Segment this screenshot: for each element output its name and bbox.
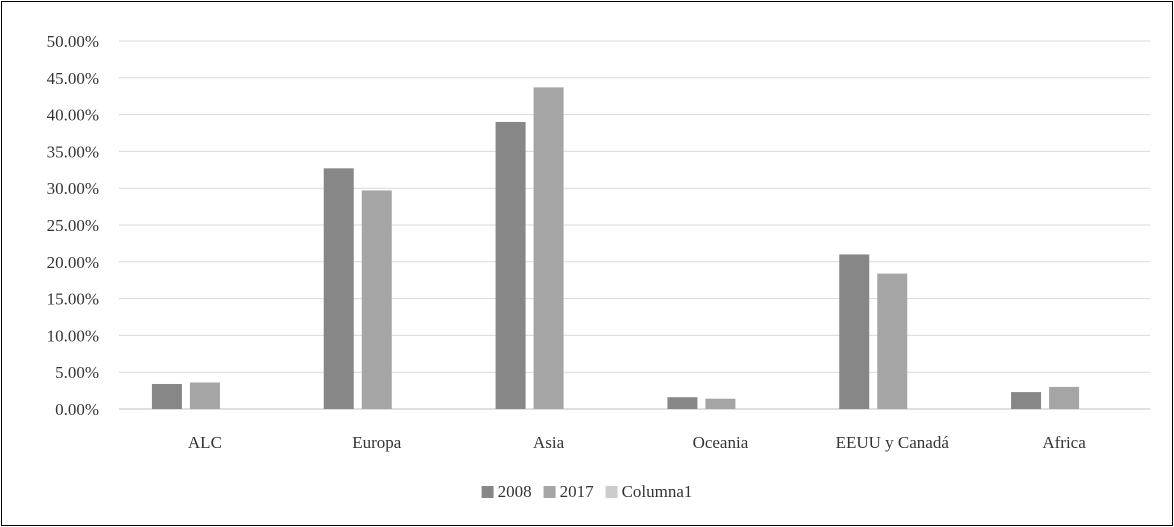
y-tick-label: 25.00% (47, 216, 99, 235)
x-category-label: Oceania (693, 433, 749, 452)
legend-swatch-2008 (481, 486, 494, 498)
x-category-label: EEUU y Canadá (836, 433, 950, 452)
bar-2008-2 (495, 121, 526, 410)
y-tick-label: 40.00% (47, 106, 99, 125)
bar-2008-3 (667, 397, 698, 409)
y-tick-label: 0.00% (55, 400, 99, 419)
y-tick-label: 5.00% (55, 363, 99, 382)
bar-2017-3 (705, 398, 736, 409)
y-tick-label: 50.00% (47, 32, 99, 51)
bar-2008-0 (151, 383, 182, 409)
bars (151, 87, 1080, 410)
legend-label: Columna1 (622, 482, 693, 501)
x-category-label: Asia (533, 433, 565, 452)
x-category-label: ALC (188, 433, 222, 452)
x-category-label: Europa (352, 433, 402, 452)
legend-label: 2008 (498, 482, 532, 501)
y-tick-label: 30.00% (47, 179, 99, 198)
bar-2017-2 (533, 87, 564, 410)
legend: 2008 2017 Columna1 (481, 482, 693, 501)
gridlines (119, 40, 1150, 410)
bar-2008-1 (323, 168, 354, 409)
y-tick-label: 45.00% (47, 69, 99, 88)
bar-2017-4 (877, 273, 908, 409)
x-axis-categories: ALC Europa Asia Oceania EEUU y Canadá Africa (188, 433, 1086, 452)
bar-2008-5 (1011, 392, 1042, 409)
y-axis-ticks: 0.00% 5.00% 10.00% 15.00% 20.00% 25.00% 30.00%… (47, 32, 99, 419)
bar-2017-5 (1049, 386, 1080, 409)
y-tick-label: 10.00% (47, 326, 99, 345)
bar-2017-0 (189, 382, 220, 409)
legend-swatch-2017 (543, 486, 556, 498)
bar-2008-4 (839, 254, 870, 409)
legend-swatch-columna1 (605, 486, 618, 498)
x-category-label: Africa (1042, 433, 1086, 452)
y-tick-label: 15.00% (47, 290, 99, 309)
y-tick-label: 20.00% (47, 253, 99, 272)
bar-2017-1 (361, 190, 392, 409)
legend-label: 2017 (560, 482, 595, 501)
y-tick-label: 35.00% (47, 142, 99, 161)
